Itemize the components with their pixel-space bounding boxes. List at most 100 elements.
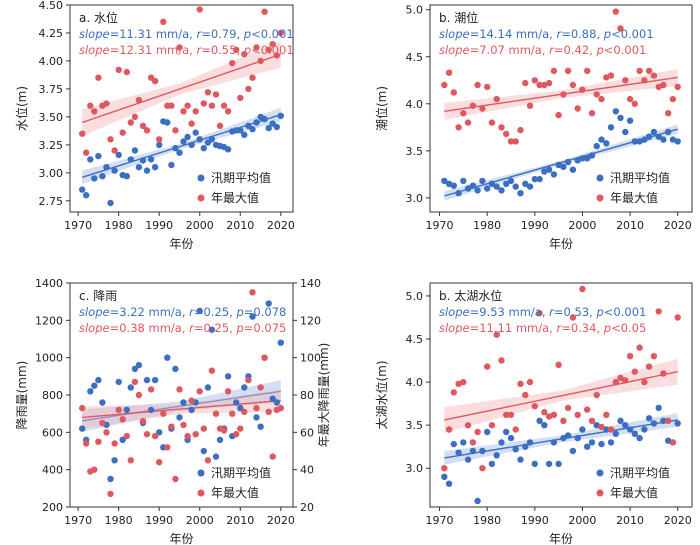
y-tick-label: 3.0 bbox=[406, 462, 424, 475]
data-point-red bbox=[512, 426, 519, 433]
legend-marker-blue bbox=[596, 174, 604, 182]
data-point-blue bbox=[164, 354, 171, 361]
data-point-blue bbox=[550, 171, 558, 178]
data-point-red bbox=[208, 367, 216, 374]
trend-line-red bbox=[82, 399, 281, 419]
data-point-red bbox=[674, 83, 681, 91]
data-point-red bbox=[192, 431, 199, 438]
data-point-blue bbox=[622, 422, 629, 429]
data-point-red bbox=[79, 130, 86, 137]
data-point-red bbox=[560, 91, 567, 98]
data-point-red bbox=[669, 95, 677, 103]
y-tick-label: 3.25 bbox=[39, 139, 64, 152]
data-point-red bbox=[569, 81, 577, 89]
data-point-blue bbox=[450, 182, 457, 189]
data-point-red bbox=[91, 466, 98, 473]
data-point-blue bbox=[603, 426, 610, 433]
data-point-red bbox=[612, 378, 619, 386]
data-point-red bbox=[277, 404, 284, 412]
data-point-red bbox=[536, 81, 543, 89]
data-point-red bbox=[665, 110, 672, 117]
data-point-red bbox=[660, 370, 667, 377]
data-point-red bbox=[636, 344, 643, 351]
data-point-blue bbox=[560, 434, 567, 442]
data-point-blue bbox=[233, 399, 240, 406]
data-point-red bbox=[579, 86, 586, 93]
data-point-red bbox=[560, 417, 567, 424]
data-point-red bbox=[123, 432, 130, 440]
data-point-red bbox=[445, 69, 453, 76]
data-point-red bbox=[233, 46, 240, 53]
data-point-red bbox=[273, 52, 280, 59]
data-point-blue bbox=[261, 115, 268, 123]
y2-tick-label: 100 bbox=[300, 352, 321, 365]
data-point-blue bbox=[95, 152, 102, 160]
data-point-blue bbox=[474, 497, 481, 505]
data-point-blue bbox=[99, 173, 106, 180]
data-point-red bbox=[474, 81, 481, 89]
data-point-red bbox=[517, 126, 524, 134]
data-point-blue bbox=[91, 175, 98, 182]
x-axis-label: 年份 bbox=[169, 237, 193, 251]
y-axis-label: 降雨量(mm) bbox=[15, 361, 29, 430]
chart-panel-4: 1970 1980 1990 2000 2010 2020 3.0 3.5 4.0 4.5 5.0 年… bbox=[374, 282, 693, 545]
legend-marker-red bbox=[596, 489, 604, 497]
data-point-blue bbox=[612, 430, 619, 437]
data-point-blue bbox=[531, 175, 538, 183]
stats-annotation-red: slope=11.11 mm/a, r=0.34, p<0.05 bbox=[439, 321, 646, 335]
y-tick-label: 4.0 bbox=[406, 98, 424, 111]
data-point-blue bbox=[550, 439, 558, 446]
stats-annotation-blue: slope=11.31 mm/a, r=0.79, p<0.001 bbox=[79, 27, 294, 41]
data-point-red bbox=[622, 77, 629, 84]
data-point-blue bbox=[669, 136, 677, 143]
data-point-red bbox=[269, 41, 276, 48]
data-point-red bbox=[249, 74, 256, 81]
data-point-blue bbox=[636, 138, 643, 145]
data-point-blue bbox=[655, 133, 662, 140]
data-point-blue bbox=[224, 146, 232, 153]
y-tick-label: 4.00 bbox=[39, 55, 64, 68]
x-tick-label: 1980 bbox=[105, 219, 133, 232]
data-point-red bbox=[641, 77, 648, 84]
data-point-red bbox=[212, 410, 220, 417]
data-point-red bbox=[245, 376, 252, 384]
data-point-blue bbox=[168, 161, 175, 169]
y-tick-label: 800 bbox=[42, 389, 63, 402]
data-point-red bbox=[99, 419, 106, 427]
data-point-red bbox=[135, 391, 143, 399]
y-tick-label: 2.75 bbox=[39, 195, 64, 208]
data-point-red bbox=[607, 426, 615, 433]
data-point-red bbox=[660, 81, 667, 89]
data-point-red bbox=[95, 438, 102, 445]
data-point-blue bbox=[536, 175, 543, 183]
data-point-red bbox=[617, 25, 624, 32]
data-point-red bbox=[229, 60, 236, 67]
data-point-red bbox=[636, 67, 643, 75]
data-point-blue bbox=[95, 376, 102, 384]
data-point-red bbox=[655, 308, 662, 315]
data-point-red bbox=[269, 453, 276, 460]
data-point-blue bbox=[526, 183, 534, 190]
legend-label-red: 年最大值 bbox=[610, 485, 658, 500]
data-point-red bbox=[200, 100, 207, 107]
data-point-blue bbox=[503, 428, 510, 436]
data-point-red bbox=[541, 409, 548, 416]
stats-annotation-red: slope=0.38 mm/a, r=0.25, p=0.075 bbox=[79, 321, 286, 335]
data-point-blue bbox=[488, 180, 496, 187]
data-point-blue bbox=[200, 447, 207, 455]
data-point-blue bbox=[569, 166, 577, 173]
legend-marker-blue bbox=[197, 469, 205, 477]
data-point-red bbox=[507, 138, 515, 145]
stats-annotation-blue: slope=3.22 mm/a, r=0.25, p=0.078 bbox=[79, 305, 286, 319]
data-point-blue bbox=[188, 141, 195, 149]
data-point-red bbox=[83, 149, 90, 156]
data-point-blue bbox=[237, 127, 244, 134]
legend-marker-red bbox=[596, 194, 604, 202]
data-point-blue bbox=[522, 180, 529, 187]
data-point-blue bbox=[127, 156, 134, 163]
data-point-blue bbox=[660, 417, 667, 424]
data-point-red bbox=[111, 147, 118, 154]
x-tick-label: 1970 bbox=[426, 514, 454, 527]
data-point-blue bbox=[253, 119, 260, 126]
